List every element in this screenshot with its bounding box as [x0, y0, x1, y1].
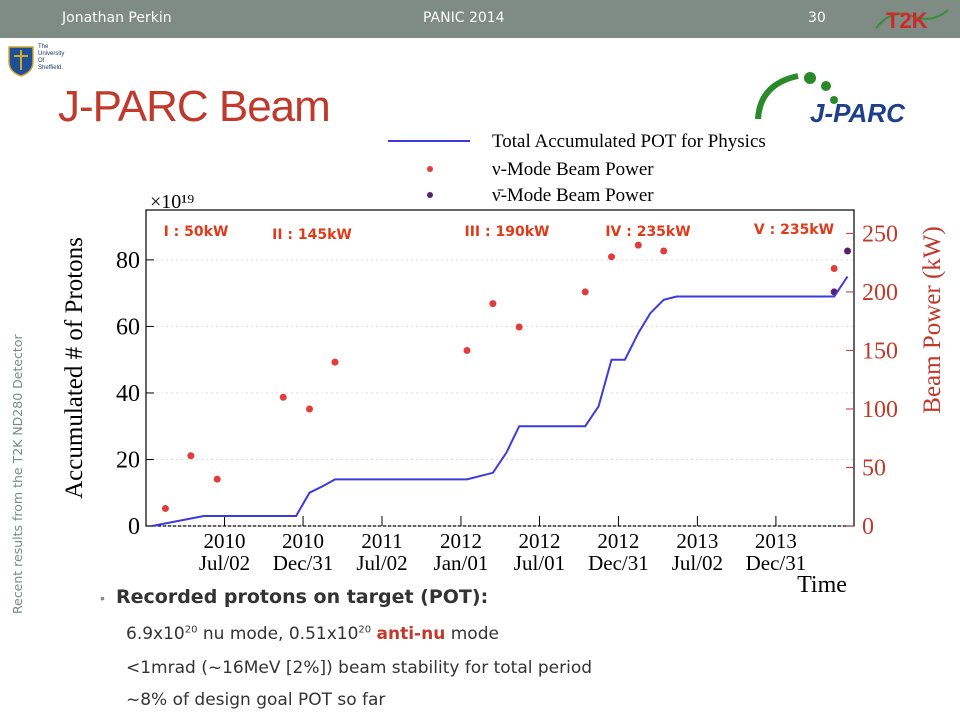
mode-text: mode [445, 624, 499, 644]
nu-power-point [489, 300, 497, 308]
gridlines [146, 259, 854, 527]
y-axis-label-right: Beam Power (kW) [919, 226, 946, 413]
university-name: The University Of Sheffield. [38, 44, 64, 72]
x-tick-date: Dec/31 [746, 551, 807, 575]
x-tick-year: 2012 [597, 529, 639, 553]
uni-line-3: Of [38, 58, 45, 64]
x-tick-date: Jan/01 [434, 551, 489, 575]
nu-power-point [634, 241, 642, 249]
t2k-logo: T2K [875, 8, 949, 33]
nu-power-point [830, 265, 838, 273]
bullet-title: Recorded protons on target (POT): [116, 586, 489, 608]
y-tick-label-left: 60 [116, 314, 140, 340]
nu-power-point [463, 346, 471, 354]
y-tick-label-left: 20 [116, 447, 140, 473]
run-label: I : 50kW [164, 224, 229, 240]
y-tick-label-right: 150 [862, 338, 898, 364]
run-label: IV : 235kW [605, 224, 690, 240]
conference: PANIC 2014 [423, 10, 505, 26]
side-caption: Recent results from the T2K ND280 Detect… [10, 334, 25, 614]
x-tick-date: Jul/01 [514, 551, 565, 575]
x-tick-year: 2010 [282, 529, 324, 553]
legend-nu-marker [427, 166, 433, 172]
author: Jonathan Perkin [62, 10, 172, 26]
pot-line [151, 275, 849, 527]
x-tick-date: Jul/02 [356, 551, 407, 575]
pot-nu-exponent: 20 [184, 624, 198, 636]
x-tick-year: 2011 [361, 529, 402, 553]
x-tick-year: 2012 [440, 529, 482, 553]
pot-antinu-value: nu mode, 0.51x10 [197, 624, 359, 644]
plot-frame [145, 209, 855, 527]
shield-icon [8, 46, 34, 77]
nu-power-point [306, 405, 314, 413]
slide-title: J-PARC Beam [58, 82, 331, 131]
y-tick-label-right: 200 [862, 280, 898, 306]
y-tick-label-left: 0 [128, 514, 140, 540]
run-label: II : 145kW [272, 227, 352, 243]
x-tick-year: 2012 [518, 529, 560, 553]
legend-pot-label: Total Accumulated POT for Physics [492, 131, 766, 152]
y-tick-label-right: 0 [862, 514, 874, 540]
nu-power-point [581, 288, 589, 296]
x-tick-date: Dec/31 [273, 551, 334, 575]
y-tick-label-right: 100 [862, 397, 898, 423]
legend-antinu-marker [427, 192, 433, 198]
y-multiplier: ×10¹⁹ [150, 191, 194, 213]
legend-nu-label: ν-Mode Beam Power [492, 159, 654, 180]
nu-power-point [515, 323, 523, 331]
pot-summary-line: 6.9x1020 nu mode, 0.51x1020 anti-nu mode [126, 624, 499, 644]
jparc-logo-text: J-PARC [810, 98, 906, 128]
nu-power-point [213, 475, 221, 483]
legend-antinu-label: ν̄-Mode Beam Power [492, 185, 654, 206]
nu-power-point [660, 247, 668, 255]
x-tick-date: Dec/31 [588, 551, 649, 575]
run-labels: I : 50kW II : 145kW III : 190kW IV : 235kW V… [164, 222, 834, 243]
pot-antinu-exponent: 20 [358, 624, 372, 636]
jparc-logo: J-PARC [755, 72, 906, 128]
nu-power-point [608, 253, 616, 261]
uni-line-4: Sheffield. [38, 65, 63, 71]
slide-number: 30 [808, 10, 826, 26]
nu-power-point [161, 504, 169, 512]
y-tick-label-right: 250 [862, 221, 898, 247]
run-label: V : 235kW [754, 222, 834, 238]
pot-nu-value: 6.9x10 [126, 624, 185, 644]
nu-power-point [331, 358, 339, 366]
stability-line: <1mrad (~16MeV [2%]) beam stability for … [126, 658, 593, 678]
x-tick-year: 2010 [204, 529, 246, 553]
x-axis-label: Time [797, 572, 847, 598]
top-bar: Jonathan Perkin PANIC 2014 30 T2K [0, 0, 960, 38]
y-tick-label-right: 50 [862, 455, 886, 481]
t2k-logo-text: T2K [886, 8, 928, 33]
y-axis-left: 0 20 40 60 80 [116, 248, 154, 540]
uni-line-1: The [38, 44, 49, 50]
x-tick-year: 2013 [755, 529, 797, 553]
nu-power-point [279, 393, 287, 401]
uni-line-2: University [38, 51, 65, 57]
x-axis: 2010Jul/022010Dec/312011Jul/022012Jan/01… [199, 516, 806, 575]
design-goal-line: ~8% of design goal POT so far [126, 690, 386, 710]
y-axis-right: 0 50 100 150 200 250 [846, 221, 898, 540]
pot-line-group [151, 275, 849, 527]
y-tick-label-left: 40 [116, 381, 140, 407]
power-points [161, 241, 852, 512]
antinu-power-point [844, 247, 852, 255]
y-tick-label-left: 80 [116, 248, 140, 274]
run-label: III : 190kW [465, 224, 550, 240]
anti-nu-highlight: anti-nu [376, 624, 446, 644]
y-axis-label-left: Accumulated # of Protons [61, 237, 88, 499]
x-tick-year: 2013 [676, 529, 718, 553]
x-tick-date: Jul/02 [672, 551, 723, 575]
bullet-marker: • [100, 590, 105, 606]
legend: Total Accumulated POT for Physics ν-Mode… [388, 131, 766, 206]
x-tick-date: Jul/02 [199, 551, 250, 575]
nu-power-point [187, 452, 195, 460]
